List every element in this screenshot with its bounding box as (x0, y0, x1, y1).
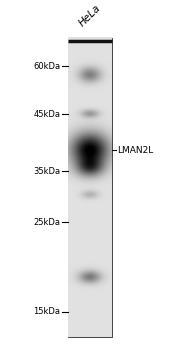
Text: 25kDa: 25kDa (33, 217, 60, 226)
Text: 15kDa: 15kDa (33, 307, 60, 316)
Bar (68, 38, 112, 337)
Text: 60kDa: 60kDa (33, 62, 60, 71)
Text: HeLa: HeLa (77, 3, 103, 28)
Text: LMAN2L: LMAN2L (117, 146, 154, 155)
Text: 45kDa: 45kDa (33, 110, 60, 119)
Text: 35kDa: 35kDa (33, 167, 60, 176)
